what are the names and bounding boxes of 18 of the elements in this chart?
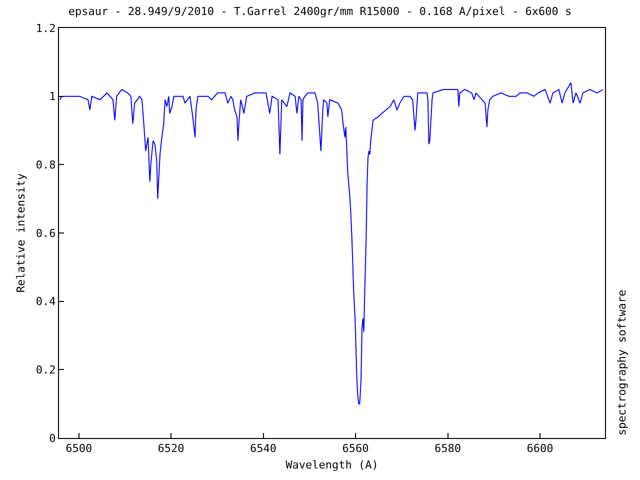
x-tick-label: 6600: [526, 442, 554, 456]
y-tick-label: 0.4: [36, 295, 56, 308]
y-tick-label: 0.2: [36, 364, 56, 377]
x-tick-label: 6580: [434, 442, 461, 456]
y-tick-label: 0.6: [36, 226, 56, 240]
x-axis-title: Wavelength (A): [286, 458, 378, 472]
text: spectrography software: [616, 290, 628, 436]
y-tick-label: 1.2: [36, 22, 56, 35]
y-tick-label: 1: [49, 90, 56, 104]
x-tick-label: 6560: [342, 442, 369, 456]
y-axis-title: Relative intensity: [14, 173, 28, 293]
chart-title: epsaur - 28.949/9/2010 - T.Garrel 2400gr/mm R15000 - 0.168 A/pixel - 6x600 s: [68, 4, 572, 18]
line-series: [59, 82, 604, 404]
y-tick-label: 0.8: [36, 158, 56, 172]
x-tick-label: 6520: [158, 442, 184, 456]
x-tick-label: 6500: [66, 442, 92, 456]
x-tick-label: 6540: [250, 442, 277, 456]
y-tick-label: 0: [49, 432, 56, 445]
